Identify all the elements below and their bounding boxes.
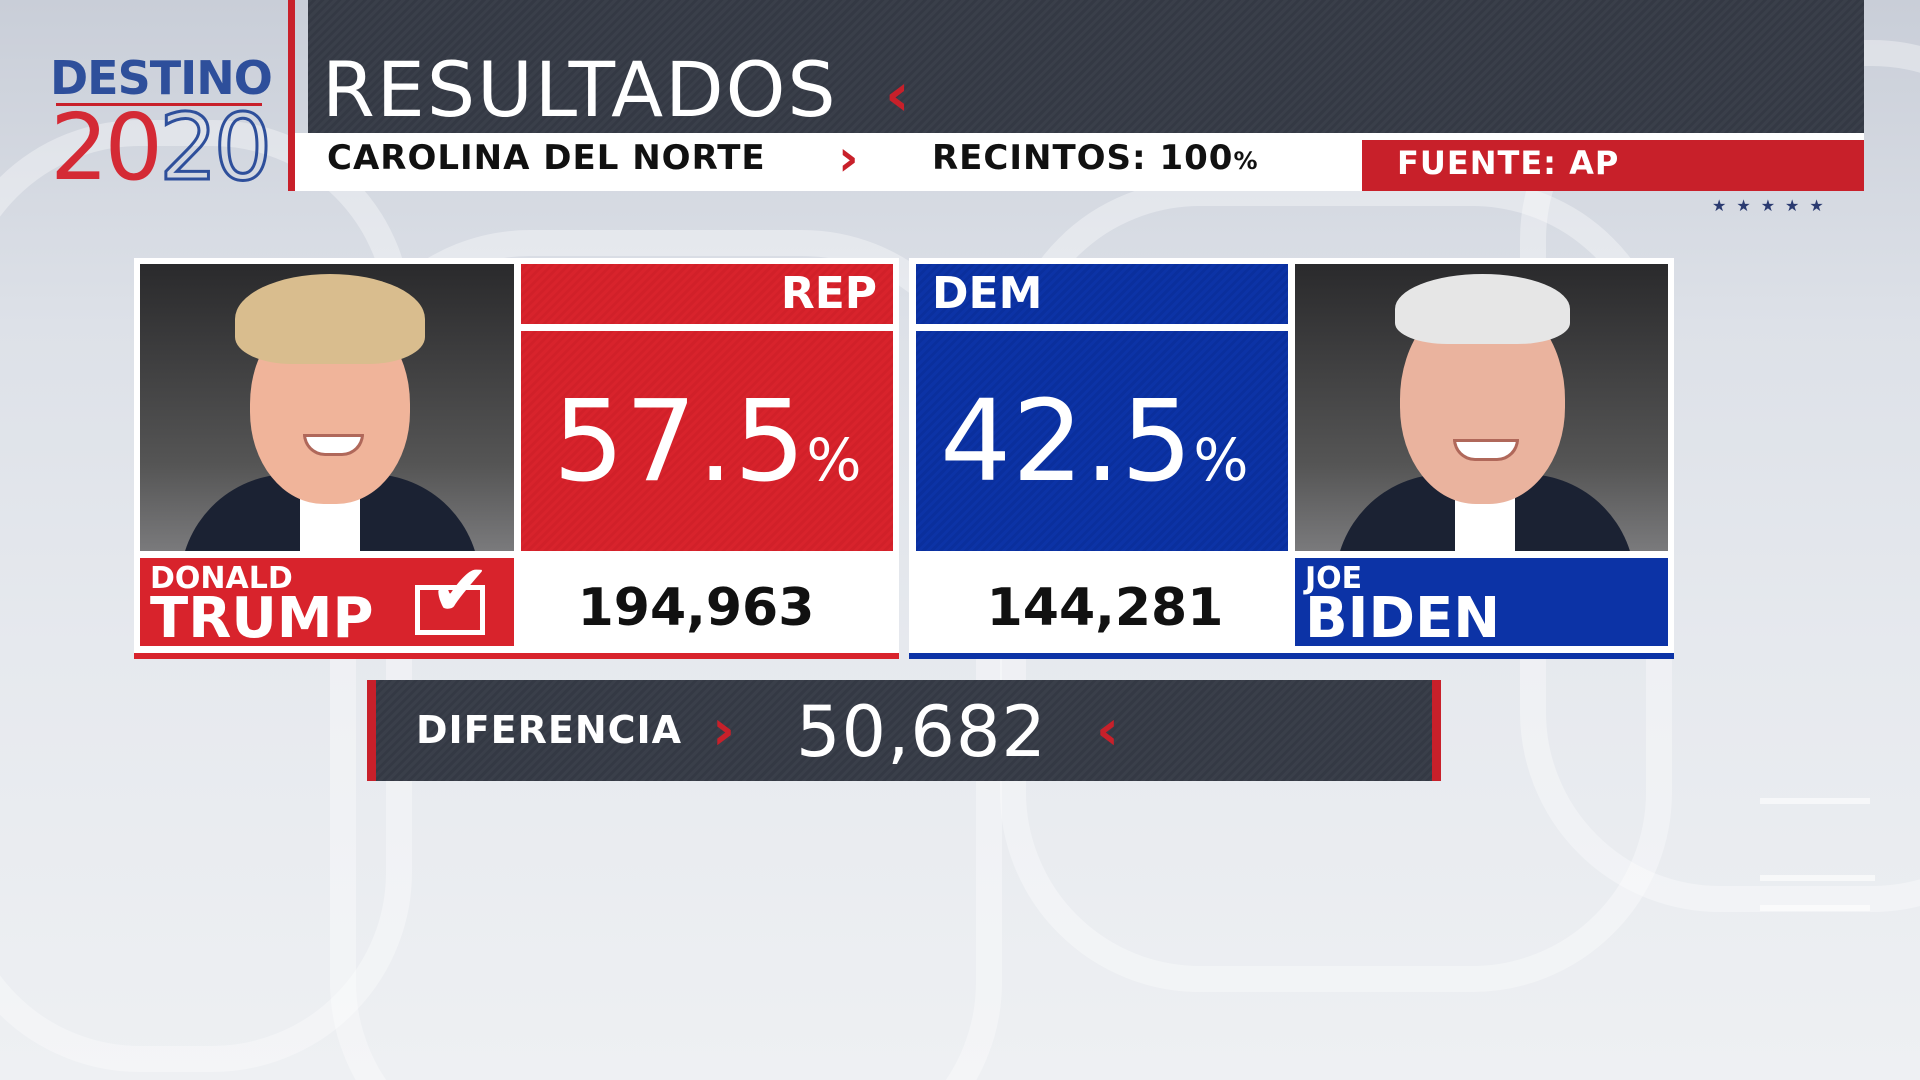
check-mark-icon: ✔ [430, 548, 491, 632]
dem-party-label: DEM [916, 264, 1288, 324]
difference-label: DIFERENCIA [416, 708, 683, 752]
difference-value: 50,682 [796, 691, 1047, 773]
winner-checkbox-icon [415, 585, 485, 635]
destino-2020-logo: DESTINO 2020 [50, 51, 274, 201]
source-badge: FUENTE: AP [1362, 140, 1864, 191]
dem-votes: 144,281 [986, 578, 1224, 638]
header-accent-bar [288, 0, 295, 191]
rep-percent-box [521, 331, 893, 551]
chevron-right-icon: › [838, 129, 859, 187]
header-banner [308, 0, 1864, 133]
state-label: CAROLINA DEL NORTE [327, 138, 766, 178]
dem-percent-box [916, 331, 1288, 551]
rep-underline [134, 653, 899, 659]
rep-percent: 57.5% [553, 377, 863, 507]
chevron-right-icon: › [712, 698, 736, 763]
logo-year: 2020 [50, 94, 274, 201]
chevron-left-icon: ‹ [885, 60, 910, 130]
logo-destino-text: DESTINO [50, 51, 273, 105]
precincts-reported: RECINTOS: 100% [932, 138, 1259, 178]
logo-rule [56, 103, 262, 106]
page-title: RESULTADOS [322, 45, 838, 134]
chevron-left-icon: ‹ [1096, 698, 1120, 763]
stars-decoration: ★★★★★ [1712, 196, 1834, 215]
rep-votes: 194,963 [577, 578, 815, 638]
dem-underline [909, 653, 1674, 659]
biden-photo [1295, 264, 1668, 551]
dem-percent: 42.5% [940, 377, 1250, 507]
trump-photo [140, 264, 514, 551]
dem-candidate-name: JOE BIDEN [1295, 558, 1668, 647]
difference-bar: DIFERENCIA › 50,682 ‹ [367, 680, 1441, 781]
rep-party-label: REP [521, 264, 893, 324]
